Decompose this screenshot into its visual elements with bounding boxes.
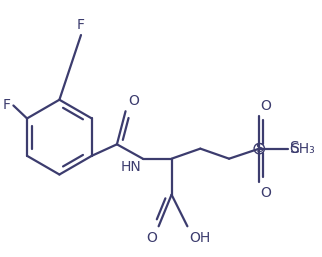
Text: F: F <box>3 98 11 113</box>
Text: HN: HN <box>121 160 141 174</box>
Text: F: F <box>77 18 85 32</box>
Text: S: S <box>290 141 300 156</box>
Text: O: O <box>261 186 271 200</box>
Text: CH₃: CH₃ <box>289 142 315 156</box>
Text: O: O <box>261 99 271 113</box>
Text: O: O <box>128 94 139 108</box>
Text: S: S <box>255 142 263 155</box>
Text: O: O <box>146 231 157 245</box>
Text: OH: OH <box>189 231 210 245</box>
